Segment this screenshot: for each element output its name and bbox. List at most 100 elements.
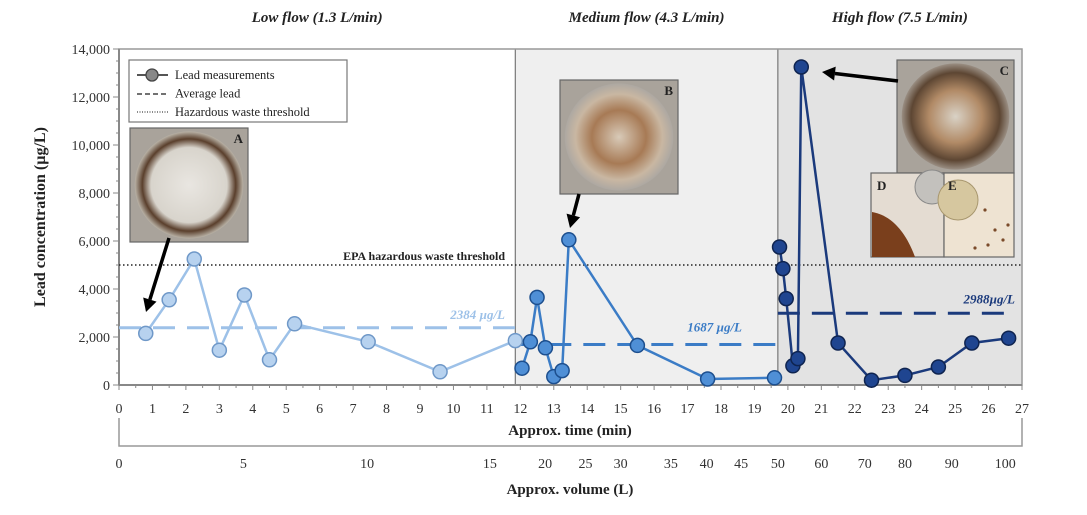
data-point [790, 350, 806, 367]
x-tick-label: 13 [547, 402, 561, 417]
x-tick-label: 3 [216, 402, 223, 417]
x-tick-label: 1 [149, 402, 156, 417]
data-point [161, 292, 177, 308]
series-line [144, 255, 516, 374]
volume-tick-label: 60 [814, 457, 828, 472]
arrow-shaft [834, 71, 899, 83]
data-point [529, 289, 545, 306]
arrow-icon [143, 237, 171, 312]
y-tick-label: 6,000 [79, 235, 111, 250]
x-tick-label: 23 [881, 402, 895, 417]
y-axis-label: Lead concentration (µg/L) [32, 127, 49, 307]
x-tick-label: 8 [383, 402, 390, 417]
volume-tick-label: 80 [898, 457, 912, 472]
legend: Lead measurements Average lead Hazardous w… [128, 59, 348, 123]
photo-letter: D [877, 178, 886, 193]
y-tick-label: 10,000 [72, 139, 111, 154]
data-point [561, 232, 577, 248]
data-point [138, 325, 154, 342]
y-tick-label: 2,000 [79, 331, 111, 346]
data-point [554, 362, 570, 379]
legend-marker-point [145, 68, 159, 82]
x-axis-label: Approx. time (min) [508, 423, 631, 439]
arrow-shaft [148, 237, 171, 301]
x-tick-label: 18 [714, 402, 728, 417]
photo-letter: C [1000, 63, 1009, 78]
average-label: 2988µg/L [962, 291, 1015, 306]
x-tick-label: 19 [747, 402, 761, 417]
particle-image [983, 208, 987, 212]
photo-image [134, 131, 244, 239]
x-tick-label: 5 [283, 402, 290, 417]
data-point [778, 290, 794, 307]
x-tick-label: 4 [249, 402, 256, 417]
volume-tick-label: 5 [240, 457, 247, 472]
arrow-head [143, 297, 157, 312]
average-label: 1687 µg/L [687, 320, 742, 335]
x-tick-label: 6 [316, 402, 323, 417]
legend-entry: Hazardous waste threshold [175, 105, 310, 119]
coin-image [937, 179, 979, 221]
data-point [897, 367, 913, 384]
data-point [964, 335, 980, 351]
x-tick-label: 21 [814, 402, 828, 417]
volume-tick-label: 100 [995, 457, 1016, 472]
data-point [766, 370, 783, 386]
data-point [186, 251, 202, 267]
x-tick-label: 16 [647, 402, 661, 417]
legend-entry: Lead measurements [175, 68, 275, 82]
photo-inset-c: C [896, 59, 1015, 174]
particle-image [986, 243, 990, 247]
region-title: High flow (7.5 L/min) [831, 10, 968, 26]
x-tick-label: 9 [417, 402, 424, 417]
sediment-image [872, 212, 915, 257]
data-point [1000, 330, 1017, 346]
volume-tick-label: 30 [614, 457, 628, 472]
arrow-head [822, 66, 836, 81]
photo-image [901, 63, 1010, 170]
x-tick-label: 17 [681, 402, 695, 417]
data-point [537, 340, 554, 356]
data-point [930, 359, 947, 375]
x-tick-label: 22 [848, 402, 862, 417]
y-tick-label: 0 [103, 379, 110, 394]
y-tick-label: 4,000 [79, 283, 111, 298]
x-tick-label: 7 [350, 402, 357, 417]
data-point [236, 287, 253, 303]
data-point [211, 342, 228, 358]
data-point [286, 316, 303, 332]
volume-axis-label: Approx. volume (L) [507, 482, 634, 498]
photo-inset-d: D [870, 169, 950, 258]
x-tick-label: 26 [982, 402, 996, 417]
data-point [261, 352, 278, 368]
volume-bracket [118, 418, 1023, 447]
arrow-head [566, 213, 581, 228]
x-tick-label: 15 [614, 402, 628, 417]
arrow-shaft [571, 193, 581, 216]
x-tick-label: 25 [948, 402, 962, 417]
data-point [432, 364, 448, 380]
particle-image [993, 228, 997, 232]
data-point [699, 371, 716, 387]
data-point [775, 260, 791, 277]
y-tick-label: 14,000 [72, 43, 111, 58]
volume-tick-label: 40 [700, 457, 714, 472]
photo-letter: B [664, 83, 673, 98]
data-point [522, 334, 539, 350]
x-tick-label: 27 [1015, 402, 1029, 417]
photo-inset-b: B [559, 79, 679, 195]
legend-entry: Average lead [175, 87, 241, 101]
data-point [514, 360, 530, 376]
particle-image [1006, 223, 1010, 227]
volume-tick-label: 25 [579, 457, 593, 472]
volume-tick-label: 45 [734, 457, 748, 472]
x-tick-label: 0 [116, 402, 123, 417]
photo-letter: E [948, 178, 957, 193]
volume-tick-label: 10 [360, 457, 374, 472]
arrow-icon [822, 66, 899, 83]
x-tick-label: 20 [781, 402, 795, 417]
threshold-label: EPA hazardous waste threshold [343, 249, 505, 263]
x-tick-label: 12 [513, 402, 527, 417]
arrow-icon [566, 193, 581, 228]
